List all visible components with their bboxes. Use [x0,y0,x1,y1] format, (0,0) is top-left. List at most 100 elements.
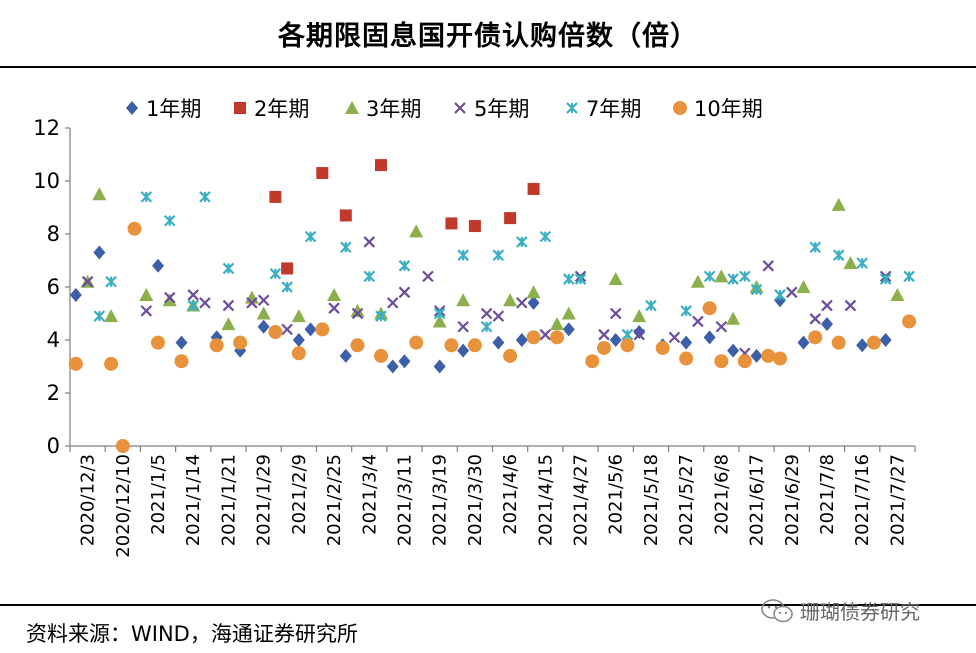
data-point [281,281,293,293]
data-points [68,159,917,453]
data-point [386,297,399,309]
data-point [104,309,119,323]
data-point [598,328,610,341]
data-point [93,310,106,322]
data-point [680,335,693,350]
data-point [257,319,270,334]
x-tick-label: 2021/3/19 [430,454,451,546]
y-tick-label: 4 [47,328,60,352]
x-tick-label: 2020/12/3 [78,454,99,546]
data-point [621,328,634,341]
data-point [162,293,177,307]
x-tick-label: 2021/6/8 [711,454,732,535]
data-point [702,301,717,316]
data-point [632,309,647,323]
data-point [737,354,752,369]
x-tick-label: 2021/1/29 [254,454,275,546]
data-point [69,287,82,302]
data-point [221,317,236,331]
legend-label: 1年期 [146,97,201,121]
data-point [304,230,317,243]
y-tick-label: 6 [47,275,60,299]
series-1 [269,159,540,275]
data-point [609,333,622,347]
data-point [246,297,258,309]
data-point [739,270,751,283]
legend-label: 3年期 [366,97,421,121]
data-point [879,273,892,285]
data-point [187,299,200,312]
data-point [386,359,399,374]
data-point [866,335,881,350]
data-point [832,249,845,261]
watermark: 珊瑚债券研究 [760,596,920,625]
data-point [773,351,788,366]
data-point [680,305,692,317]
data-point [363,236,376,248]
data-point [444,338,459,353]
data-point [350,303,365,317]
x-tick-label: 2021/6/17 [747,454,768,546]
data-point [516,297,528,309]
top-rule [0,66,976,68]
data-point [609,307,622,320]
data-point [727,343,740,358]
data-point [596,340,611,355]
data-point [363,270,376,283]
x-tick-label: 2021/3/4 [359,454,380,535]
data-point [655,340,670,355]
data-point [762,260,775,272]
legend-marker [566,102,578,114]
data-point [222,299,235,312]
data-point [703,270,716,283]
data-point [457,249,469,261]
data-point [291,309,306,323]
data-point [151,335,166,350]
x-tick-label: 2021/4/15 [535,454,556,546]
x-tick-label: 2021/4/27 [571,454,592,546]
data-point [316,167,329,180]
data-point [797,335,810,350]
data-point [457,320,469,333]
data-point [526,330,541,345]
data-point [620,338,635,353]
data-point [174,354,189,369]
data-point [140,305,153,317]
data-point [315,322,330,337]
data-point [398,286,411,299]
data-point [409,224,424,238]
data-point [375,310,387,322]
data-point [645,299,657,312]
x-tick-label: 2021/3/11 [394,454,415,546]
data-point [199,191,211,203]
data-point [152,258,165,273]
data-point [879,333,892,347]
data-point [422,270,434,283]
data-point [690,274,705,288]
y-tick-label: 10 [33,169,60,193]
data-point [750,283,763,296]
data-point [257,294,270,307]
data-point [903,270,915,283]
data-point [327,287,342,301]
data-point [432,314,447,328]
x-tick-label: 2021/5/6 [606,454,627,535]
x-tick-label: 2021/6/29 [782,454,803,546]
data-point [105,275,117,288]
data-point [515,333,528,347]
data-point [398,260,411,272]
data-point [140,191,153,203]
data-point [328,302,340,314]
data-point [374,348,389,363]
data-point [68,356,83,371]
data-point [93,245,106,260]
legend-marker [234,102,246,114]
data-point [785,286,798,299]
data-point [809,241,822,254]
data-point [727,273,739,285]
data-point [268,325,283,340]
legend-item: 5年期 [454,97,529,121]
data-point [281,262,294,275]
data-point [187,289,200,301]
